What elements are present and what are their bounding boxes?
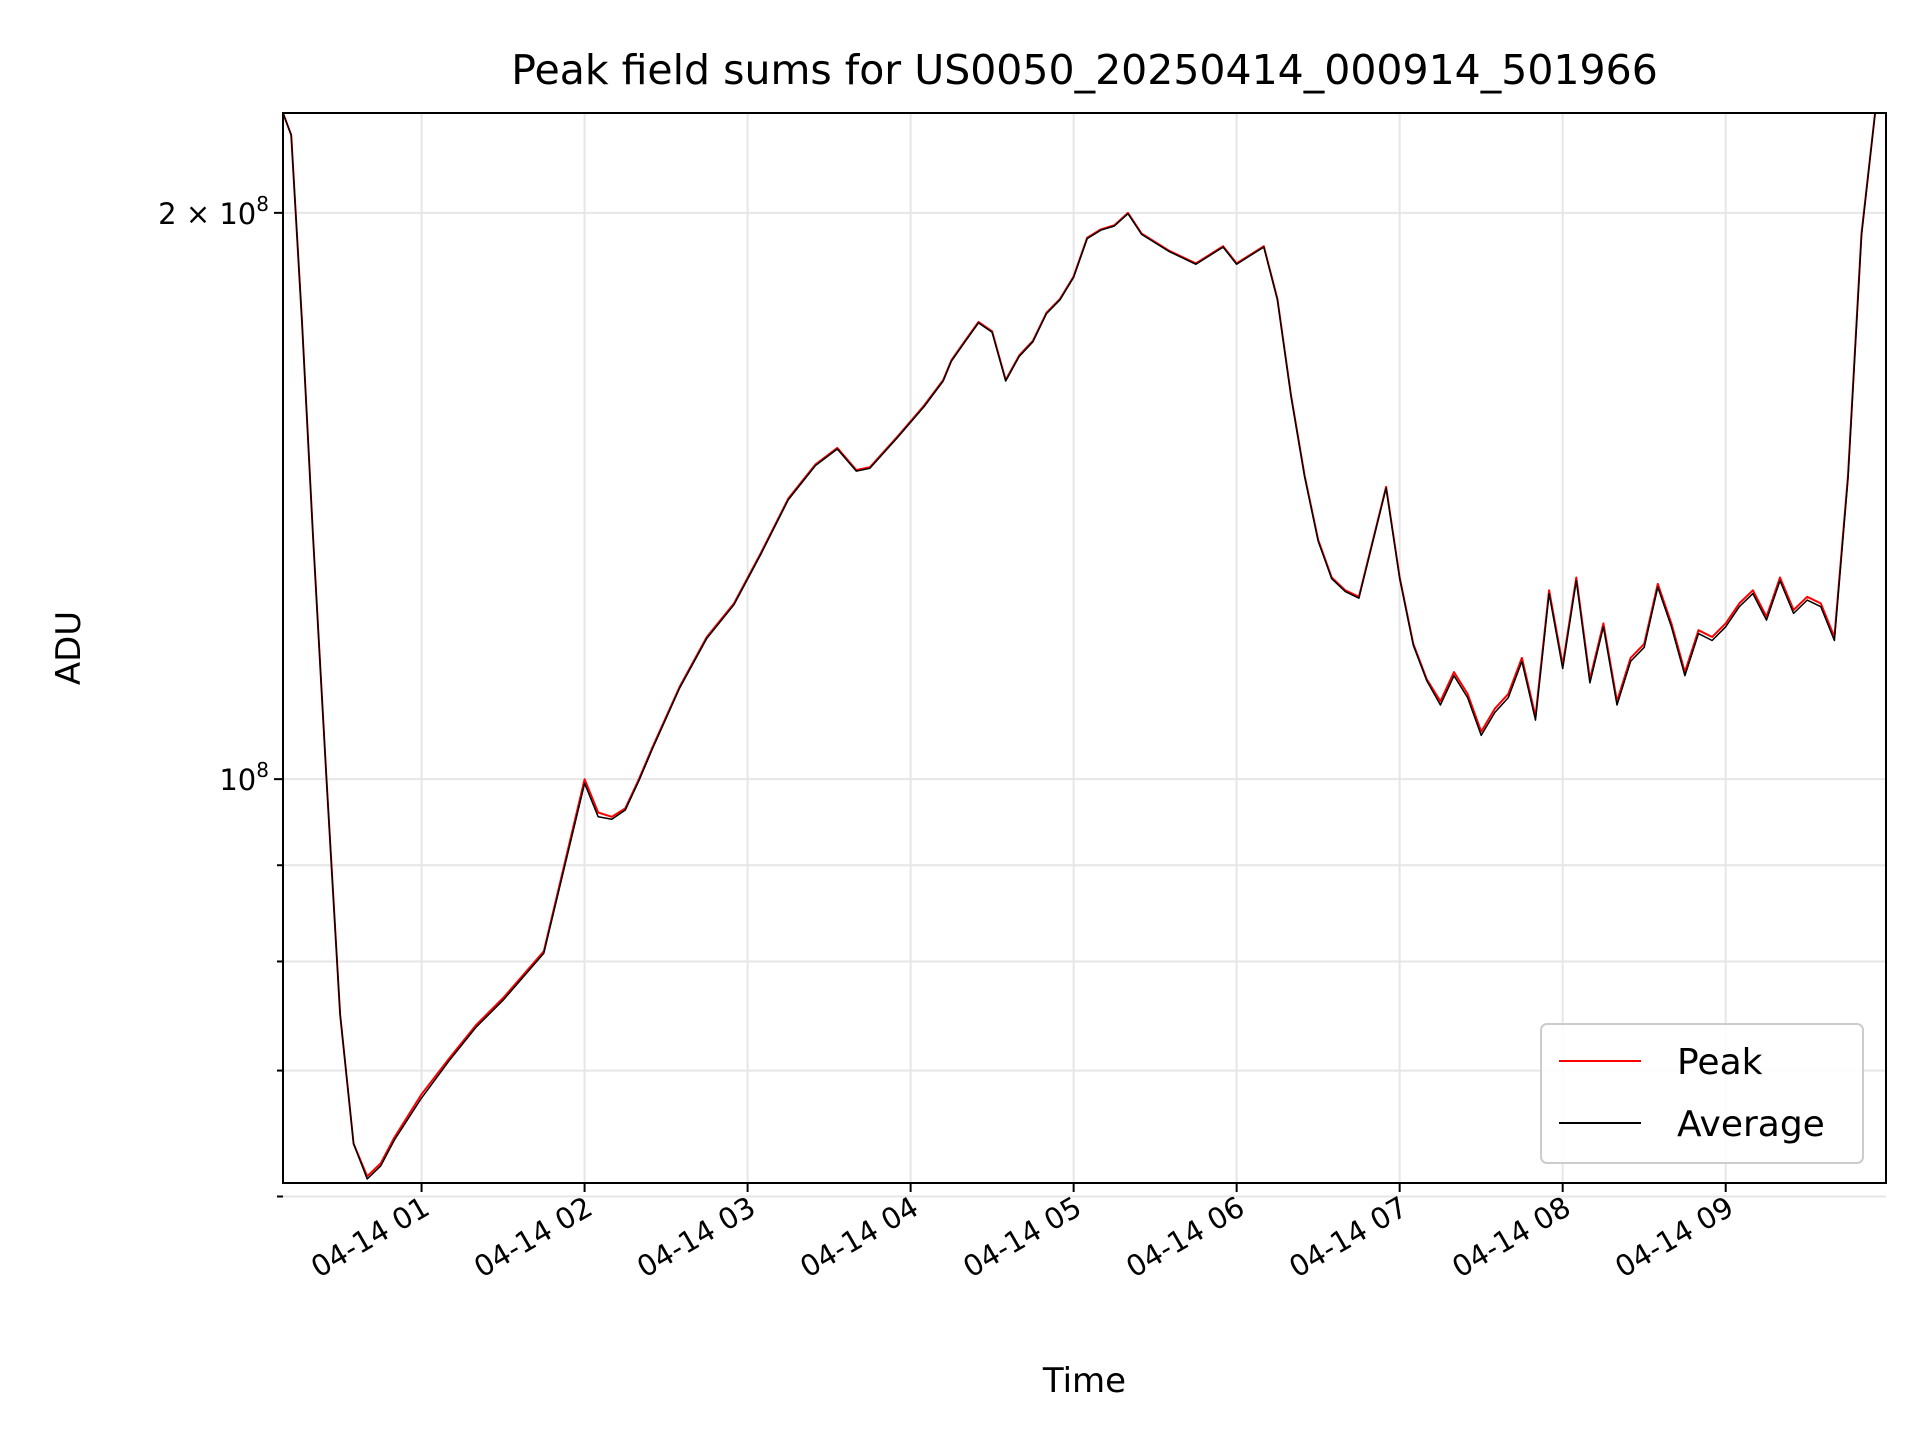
x-tick-label: 04-14 05 bbox=[957, 1190, 1087, 1285]
ticks: 04-14 01 04-14 02 04-14 03 04-14 04 04-14 05… bbox=[158, 192, 1739, 1284]
x-tick-label: 04-14 01 bbox=[305, 1190, 435, 1285]
x-tick-label: 04-14 08 bbox=[1446, 1190, 1576, 1285]
y-tick-label: 2 × 108 bbox=[158, 192, 269, 231]
y-tick-label: 108 bbox=[219, 758, 269, 797]
x-tick-label: 04-14 04 bbox=[794, 1190, 924, 1285]
x-tick-label: 04-14 09 bbox=[1609, 1190, 1739, 1285]
legend-label-peak: Peak bbox=[1677, 1042, 1763, 1083]
y-axis-label: ADU bbox=[49, 611, 89, 685]
legend-label-average: Average bbox=[1677, 1104, 1825, 1145]
grid bbox=[283, 113, 1886, 1198]
series-line-peak bbox=[283, 113, 1886, 1178]
axes-frame bbox=[282, 112, 1887, 1184]
x-tick-label: 04-14 02 bbox=[468, 1190, 598, 1285]
chart-title: Peak field sums for US0050_20250414_0009… bbox=[511, 46, 1658, 94]
legend: Peak Average bbox=[1540, 1023, 1864, 1164]
legend-box bbox=[1540, 1023, 1864, 1164]
series-layer bbox=[283, 113, 1886, 1180]
series-line-average bbox=[283, 113, 1886, 1180]
x-tick-label: 04-14 06 bbox=[1120, 1190, 1250, 1285]
x-tick-label: 04-14 07 bbox=[1283, 1190, 1413, 1285]
x-tick-label: 04-14 03 bbox=[631, 1190, 761, 1285]
x-axis-label: Time bbox=[1042, 1361, 1126, 1401]
